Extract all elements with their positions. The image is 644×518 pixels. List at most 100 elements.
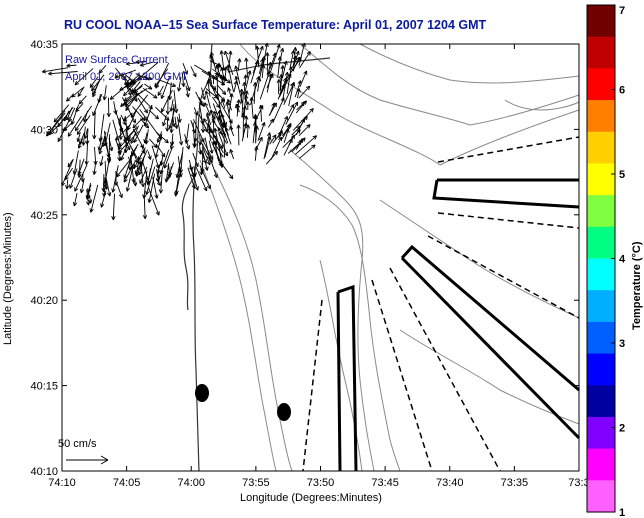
- current-vector-head: [229, 93, 234, 98]
- x-tick-label: 73:55: [242, 477, 270, 489]
- current-vector: [250, 60, 259, 84]
- current-vector: [217, 127, 227, 144]
- y-tick-label: 40:30: [30, 124, 58, 136]
- current-vector-head: [98, 149, 103, 155]
- current-vector-head: [166, 175, 171, 180]
- current-vector-head: [254, 146, 259, 151]
- current-vector-head: [184, 70, 189, 75]
- current-vector-head: [154, 153, 159, 159]
- current-vector: [210, 52, 217, 71]
- current-vector-head: [216, 63, 221, 68]
- survey-line: [437, 212, 580, 229]
- current-vector: [243, 105, 246, 119]
- current-vector: [286, 66, 292, 95]
- current-vector-head: [142, 194, 147, 199]
- current-vector-head: [200, 138, 205, 143]
- current-vector-head: [229, 149, 234, 154]
- current-vector-head: [165, 110, 170, 115]
- current-vector-head: [126, 145, 131, 151]
- current-vector-head: [191, 184, 196, 189]
- current-vector: [296, 101, 306, 111]
- current-vector: [298, 42, 305, 67]
- current-vector: [89, 194, 92, 204]
- current-vector: [281, 123, 292, 140]
- current-vector-head: [226, 99, 231, 104]
- current-vector: [115, 67, 126, 81]
- current-vector: [99, 132, 107, 155]
- current-vector: [84, 128, 88, 139]
- current-vector-head: [243, 74, 248, 79]
- current-vector: [279, 65, 284, 91]
- current-vector-head: [203, 118, 208, 123]
- current-vector-head: [206, 112, 211, 117]
- current-vector: [100, 190, 107, 208]
- current-vector-head: [220, 67, 225, 72]
- current-vector-head: [72, 201, 78, 207]
- current-vector: [293, 56, 300, 71]
- current-vector-head: [80, 177, 85, 182]
- current-vector-head: [143, 121, 148, 127]
- current-vector: [57, 107, 74, 127]
- current-vector: [123, 160, 136, 183]
- current-vector: [291, 137, 306, 153]
- current-vector-head: [92, 170, 97, 175]
- current-vector-head: [207, 71, 212, 76]
- current-vector-head: [280, 65, 285, 70]
- current-vector: [192, 152, 199, 167]
- current-vector: [213, 111, 226, 138]
- current-vector: [130, 94, 149, 118]
- current-vector-head: [194, 111, 199, 116]
- current-vector: [146, 118, 163, 140]
- current-vector-head: [306, 124, 311, 129]
- current-vector: [144, 105, 153, 127]
- current-vector-head: [309, 108, 314, 113]
- current-vector-head: [206, 155, 212, 161]
- colorbar-band: [587, 5, 615, 38]
- current-vector-head: [276, 44, 281, 49]
- current-vector: [212, 141, 224, 158]
- current-vector-head: [169, 128, 174, 134]
- current-vector: [77, 86, 85, 97]
- current-vector: [206, 112, 212, 126]
- current-vector: [141, 144, 145, 154]
- current-vector-head: [215, 72, 220, 77]
- sampling-boxes: [336, 178, 581, 472]
- current-vector: [137, 97, 148, 114]
- scale-arrow: [66, 455, 109, 465]
- current-vector-head: [237, 58, 242, 63]
- colorbar-band: [587, 131, 615, 165]
- current-vector: [245, 57, 249, 78]
- current-vector: [199, 148, 207, 164]
- current-vector-head: [77, 170, 82, 176]
- current-vector-head: [148, 76, 153, 81]
- contour-line: [289, 149, 375, 472]
- colorbar-band: [587, 68, 615, 101]
- current-vector-head: [137, 76, 143, 81]
- colorbar-band: [587, 195, 615, 228]
- current-vector: [201, 143, 213, 163]
- current-vector-head: [269, 118, 274, 124]
- current-vector: [64, 167, 73, 180]
- colorbar-band: [587, 100, 615, 133]
- colorbar-band: [587, 416, 615, 450]
- current-vector: [270, 136, 282, 160]
- current-vector-head: [311, 144, 316, 149]
- current-vector-head: [74, 80, 79, 86]
- current-vector: [155, 143, 166, 158]
- current-vector: [255, 125, 258, 142]
- current-vector-head: [221, 99, 226, 104]
- current-vector-head: [155, 84, 160, 89]
- current-vector: [112, 165, 119, 193]
- colorbar-band: [587, 36, 615, 69]
- current-vector-head: [194, 186, 199, 191]
- current-vector: [73, 150, 79, 175]
- current-vector-head: [198, 140, 203, 145]
- current-vector: [170, 99, 174, 112]
- y-tick-label: 40:35: [30, 39, 58, 51]
- current-vector: [258, 58, 264, 74]
- current-vector: [171, 133, 174, 146]
- current-vector-head: [236, 124, 241, 129]
- current-vector: [288, 82, 295, 107]
- current-vector: [124, 77, 131, 85]
- current-vector: [148, 188, 160, 216]
